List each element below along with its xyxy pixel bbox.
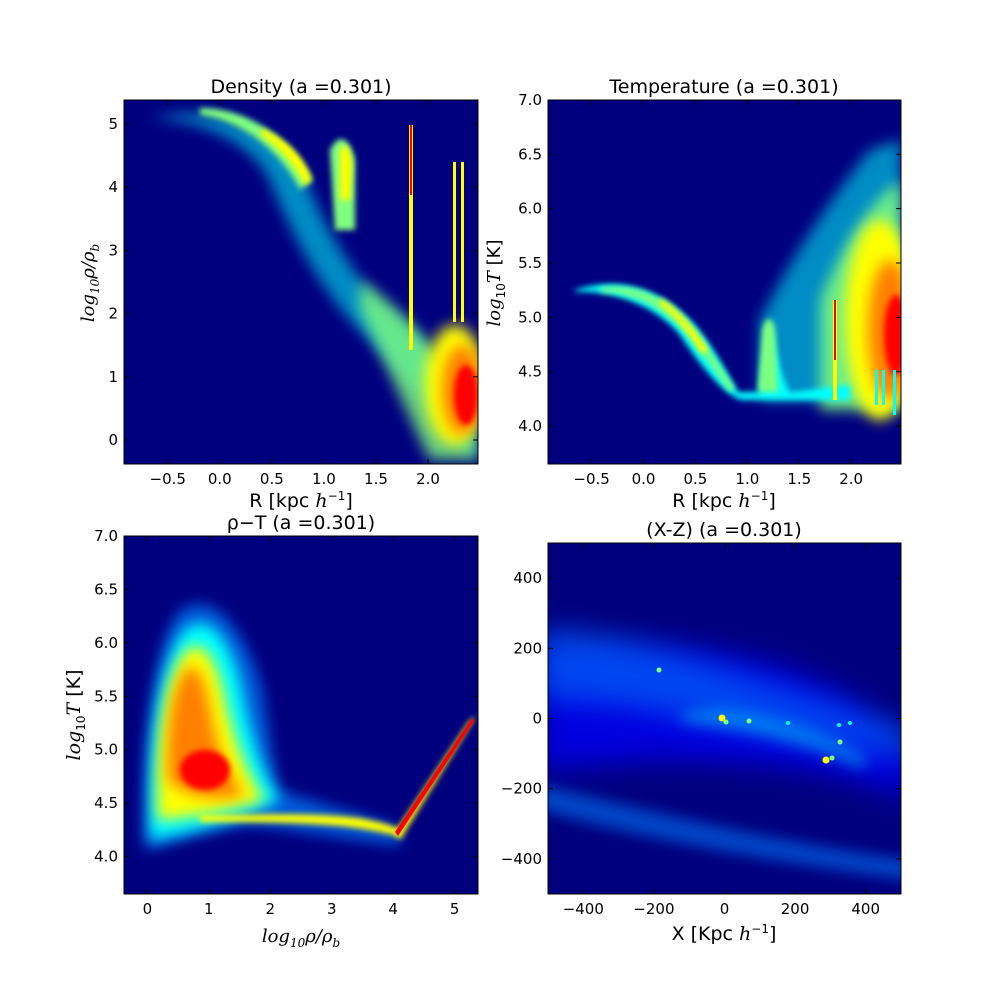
temperature-ylabel: log10T [K] bbox=[484, 240, 508, 327]
rho-t-xtick-label: 1 bbox=[204, 900, 214, 918]
rho-t-ytick-label: 7.0 bbox=[94, 527, 118, 545]
xz-xlabel: X [Kpc h−1] bbox=[672, 922, 777, 945]
xz-heatmap bbox=[548, 630, 901, 879]
density-xtick-label: 1.5 bbox=[364, 470, 388, 488]
temperature-xtick-label: 0.0 bbox=[632, 470, 656, 488]
rho-t-ytick-label: 5.0 bbox=[94, 741, 118, 759]
density-axes-frame bbox=[123, 99, 479, 465]
density-xtick-label: 0.0 bbox=[208, 470, 232, 488]
temperature-xlabel: R [kpc h−1] bbox=[672, 489, 776, 512]
temperature-xtick-label: 1.5 bbox=[787, 470, 811, 488]
xz-ticks: −400 −200 0 200 400 −400 −200 0 200 400 bbox=[501, 543, 901, 918]
temperature-heatmap bbox=[575, 140, 901, 420]
temperature-xtick-label: 1.0 bbox=[735, 470, 759, 488]
temperature-xtick-label: −0.5 bbox=[573, 470, 609, 488]
temperature-title: Temperature (a =0.301) bbox=[608, 76, 838, 98]
temperature-ytick-label: 5.0 bbox=[518, 308, 542, 326]
panel-temperature: Temperature (a =0.301) −0.5 0.0 0.5 1.0 1.5 2… bbox=[484, 76, 902, 512]
xz-xtick-label: 0 bbox=[720, 900, 730, 918]
density-title: Density (a =0.301) bbox=[210, 76, 391, 98]
xz-xtick-label: 200 bbox=[781, 900, 810, 918]
xz-xtick-label: 400 bbox=[851, 900, 880, 918]
rho-t-xtick-label: 4 bbox=[388, 900, 398, 918]
rho-t-xtick-label: 0 bbox=[143, 900, 153, 918]
rho-t-axes-frame bbox=[123, 535, 479, 895]
density-ylabel: log10ρ/ρb bbox=[78, 244, 102, 322]
rho-t-ytick-label: 4.5 bbox=[94, 794, 118, 812]
temperature-ytick-label: 6.0 bbox=[518, 200, 542, 218]
rho-t-heatmap bbox=[143, 603, 476, 850]
temperature-axes-frame bbox=[547, 99, 902, 465]
density-ytick-label: 5 bbox=[108, 115, 118, 133]
temperature-xtick-label: 2.0 bbox=[839, 470, 863, 488]
density-ytick-label: 4 bbox=[108, 178, 118, 196]
density-ytick-label: 3 bbox=[108, 241, 118, 259]
temperature-ytick-label: 4.0 bbox=[518, 417, 542, 435]
rho-t-ticks: 0 1 2 3 4 5 4.0 4.5 5.0 5.5 6.0 6.5 7.0 bbox=[94, 527, 478, 918]
xz-ytick-label: −200 bbox=[501, 780, 542, 798]
density-xtick-label: 0.5 bbox=[260, 470, 284, 488]
xz-ytick-label: 400 bbox=[513, 569, 542, 587]
density-xtick-label: 2.0 bbox=[416, 470, 440, 488]
density-xlabel: R [kpc h−1] bbox=[249, 489, 353, 512]
temperature-ytick-label: 7.0 bbox=[518, 91, 542, 109]
density-ytick-label: 1 bbox=[108, 368, 118, 386]
panel-density: Density (a =0.301) −0.5 0.0 0.5 1.0 1.5 2.0 0 1… bbox=[78, 76, 479, 512]
xz-ytick-label: 200 bbox=[513, 639, 542, 657]
density-ytick-label: 0 bbox=[108, 431, 118, 449]
xz-xtick-label: −200 bbox=[633, 900, 674, 918]
rho-t-ytick-label: 5.5 bbox=[94, 687, 118, 705]
rho-t-ytick-label: 4.0 bbox=[94, 848, 118, 866]
temperature-ytick-label: 5.5 bbox=[518, 254, 542, 272]
panel-xz: (X-Z) (a =0.301) −400 −200 0 200 400 −400 −200… bbox=[501, 519, 902, 945]
xz-xtick-label: −400 bbox=[563, 900, 604, 918]
temperature-ytick-label: 6.5 bbox=[518, 145, 542, 163]
rho-t-ylabel: log10T [K] bbox=[63, 670, 88, 761]
rho-t-xlabel: log10ρ/ρb bbox=[262, 926, 340, 950]
density-xtick-label: 1.0 bbox=[312, 470, 336, 488]
rho-t-ytick-label: 6.0 bbox=[94, 634, 118, 652]
xz-ytick-label: 0 bbox=[532, 710, 542, 728]
density-heatmap bbox=[150, 108, 478, 460]
temperature-ytick-label: 4.5 bbox=[518, 363, 542, 381]
temperature-ticks: −0.5 0.0 0.5 1.0 1.5 2.0 4.0 4.5 5.0 5.5 6.0 6.5 7.0 bbox=[518, 91, 901, 488]
density-ytick-label: 2 bbox=[108, 305, 118, 323]
xz-title: (X-Z) (a =0.301) bbox=[646, 519, 802, 541]
rho-t-xtick-label: 2 bbox=[265, 900, 275, 918]
temperature-xtick-label: 0.5 bbox=[683, 470, 707, 488]
rho-t-xtick-label: 3 bbox=[327, 900, 337, 918]
rho-t-title: ρ−T (a =0.301) bbox=[227, 512, 375, 534]
xz-ytick-label: −400 bbox=[501, 850, 542, 868]
rho-t-xtick-label: 5 bbox=[450, 900, 460, 918]
density-xtick-label: −0.5 bbox=[150, 470, 186, 488]
panel-rho-t: ρ−T (a =0.301) 0 1 2 3 4 5 4.0 4.5 5.0 5.5 6.0 6.5 7… bbox=[63, 512, 479, 950]
rho-t-ytick-label: 6.5 bbox=[94, 580, 118, 598]
density-ticks: −0.5 0.0 0.5 1.0 1.5 2.0 0 1 2 3 4 5 bbox=[108, 100, 478, 488]
